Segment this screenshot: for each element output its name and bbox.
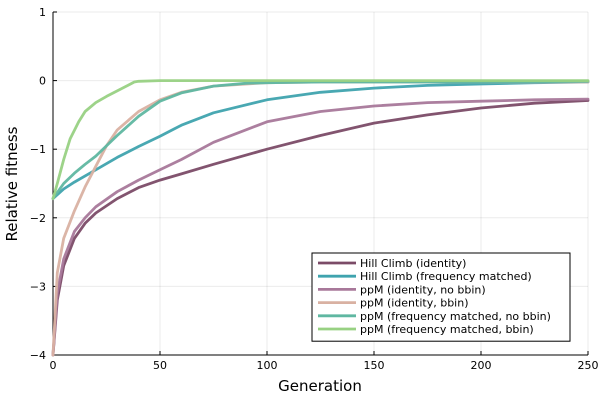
legend-label: ppM (identity, no bbin) [360, 283, 486, 296]
series-line-1 [51, 99, 590, 357]
series-lines [51, 79, 590, 357]
series-line-2 [51, 80, 590, 201]
series-line-6 [51, 79, 590, 201]
x-tick-label: 250 [578, 359, 599, 372]
x-tick-label: 200 [471, 359, 492, 372]
legend-label: Hill Climb (identity) [360, 257, 466, 270]
legend-label: ppM (frequency matched, no bbin) [360, 310, 551, 323]
y-tick-label: 1 [39, 6, 46, 19]
series-line-5 [51, 79, 590, 201]
x-tick-label: 100 [257, 359, 278, 372]
legend-label: Hill Climb (frequency matched) [360, 270, 532, 283]
y-tick-label: −2 [30, 212, 46, 225]
legend: Hill Climb (identity)Hill Climb (frequen… [311, 252, 571, 342]
legend-label: ppM (frequency matched, bbin) [360, 323, 534, 336]
tick-labels: 0 50 100 150 200 250 −4 −3 −2 −1 0 1 [30, 6, 599, 372]
y-tick-label: −1 [30, 143, 46, 156]
x-axis-title: Generation [278, 377, 362, 395]
y-tick-label: 0 [39, 75, 46, 88]
legend-box [311, 252, 571, 342]
y-tick-label: −3 [30, 280, 46, 293]
x-tick-label: 150 [364, 359, 385, 372]
y-axis-title: Relative fitness [3, 126, 21, 241]
x-tick-label: 50 [153, 359, 167, 372]
series-line-3 [51, 97, 590, 357]
axes [52, 11, 589, 356]
legend-label: ppM (identity, bbin) [360, 297, 469, 310]
y-tick-label: −4 [30, 349, 46, 362]
x-tick-label: 0 [50, 359, 57, 372]
